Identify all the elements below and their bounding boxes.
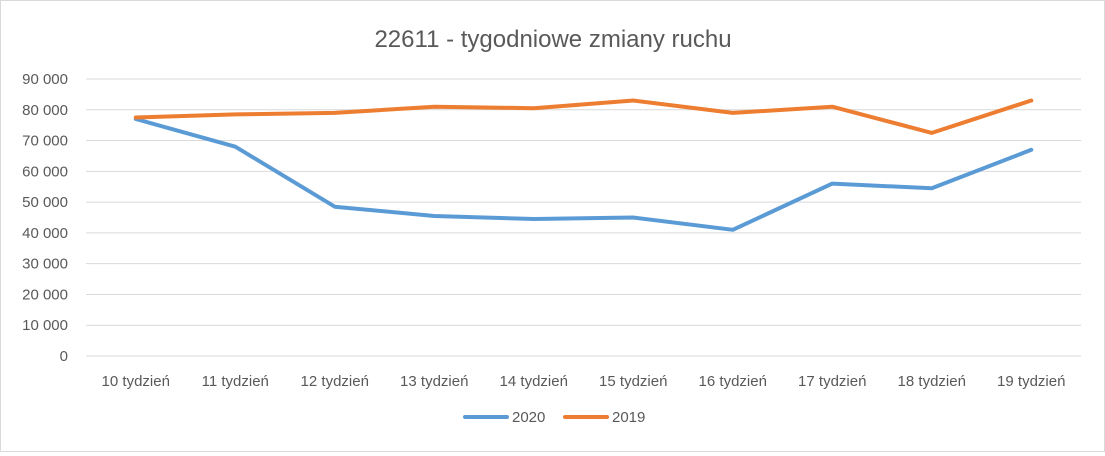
legend-label-2020: 2020 (512, 409, 545, 426)
series-lines (133, 98, 1034, 232)
legend-label-2019: 2019 (612, 409, 645, 426)
x-tick-label: 19 tydzień (997, 373, 1065, 390)
x-axis-ticks: 10 tydzień 11 tydzień 12 tydzień 13 tydzień… (102, 373, 1066, 390)
series-line-2019 (133, 98, 1034, 135)
chart-title: 22611 - tygodniowe zmiany ruchu (374, 26, 731, 53)
series-line-2020 (133, 117, 1034, 232)
x-tick-label: 17 tydzień (798, 373, 866, 390)
x-tick-label: 14 tydzień (500, 373, 568, 390)
y-tick-label: 30 000 (22, 256, 68, 273)
x-tick-label: 11 tydzień (202, 373, 269, 390)
legend: 2020 2019 (463, 409, 645, 426)
x-tick-label: 10 tydzień (102, 373, 170, 390)
y-tick-label: 60 000 (22, 163, 68, 180)
y-tick-label: 40 000 (22, 225, 68, 242)
x-tick-label: 12 tydzień (301, 373, 369, 390)
y-tick-label: 80 000 (22, 102, 68, 119)
y-tick-label: 50 000 (22, 194, 68, 211)
y-axis-ticks: 0 10 000 20 000 30 000 40 000 50 000 60 000 70 … (22, 71, 68, 365)
y-tick-label: 10 000 (22, 317, 68, 334)
y-tick-label: 70 000 (22, 133, 68, 150)
y-tick-label: 90 000 (22, 71, 68, 88)
y-tick-label: 20 000 (22, 286, 68, 303)
x-tick-label: 15 tydzień (599, 373, 667, 390)
y-tick-label: 0 (60, 348, 68, 365)
gridlines (86, 78, 1081, 357)
x-tick-label: 13 tydzień (400, 373, 468, 390)
x-tick-label: 18 tydzień (898, 373, 966, 390)
x-tick-label: 16 tydzień (699, 373, 767, 390)
